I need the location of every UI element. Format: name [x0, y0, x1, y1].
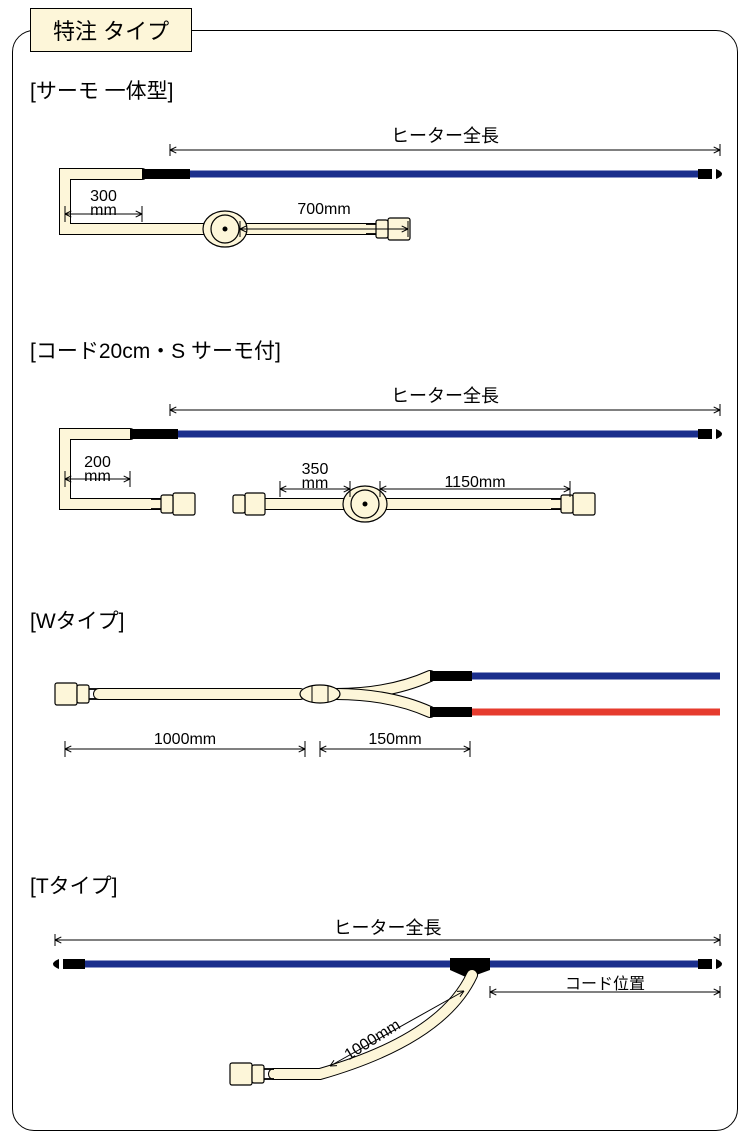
dimension-label: 700mm [297, 201, 350, 218]
section-title: [コード20cm・S サーモ付] [30, 335, 720, 365]
diagram-s3: 1000mm 150mm [30, 649, 730, 849]
dimension-unit: mm [90, 202, 117, 219]
splitter-icon [300, 685, 340, 703]
dimension-label: 150mm [368, 731, 421, 748]
plug-socket-icon [233, 493, 265, 515]
diagram-s1: ヒーター全長 300mm700mm [30, 119, 730, 319]
plug-icon [230, 1063, 274, 1085]
section-s1: [サーモ 一体型] ヒーター全長 300mm700mm [30, 75, 720, 319]
section-title: [サーモ 一体型] [30, 75, 720, 105]
section-title: [Tタイプ] [30, 870, 720, 900]
heater-sleeve [130, 429, 178, 439]
section-title: [Wタイプ] [30, 605, 720, 635]
section-s4: [Tタイプ] ヒーター全長 コード位置1000mm [30, 870, 720, 1114]
header-tab: 特注 タイプ [30, 8, 192, 52]
dimension-unit: mm [84, 468, 111, 485]
dimension-label: 1000mm [154, 731, 216, 748]
section-s3: [Wタイプ] 1000mm 150mm [30, 605, 720, 849]
dimension-unit: mm [302, 475, 329, 492]
diagram-s2: ヒーター全長 200mm350mm1150mm [30, 379, 730, 579]
dimension-label: 1150mm [444, 474, 505, 491]
heater-length-label: ヒーター全長 [391, 126, 499, 146]
heater-length-label: ヒーター全長 [334, 918, 442, 938]
section-s2: [コード20cm・S サーモ付] ヒーター全長 200mm350mm1150mm [30, 335, 720, 579]
heater-sleeve [142, 169, 190, 179]
cord-position-label: コード位置 [565, 975, 645, 993]
heater-length-label: ヒーター全長 [391, 386, 499, 406]
plug-icon [55, 683, 99, 705]
diagram-s4: ヒーター全長 コード位置1000mm [30, 914, 730, 1114]
